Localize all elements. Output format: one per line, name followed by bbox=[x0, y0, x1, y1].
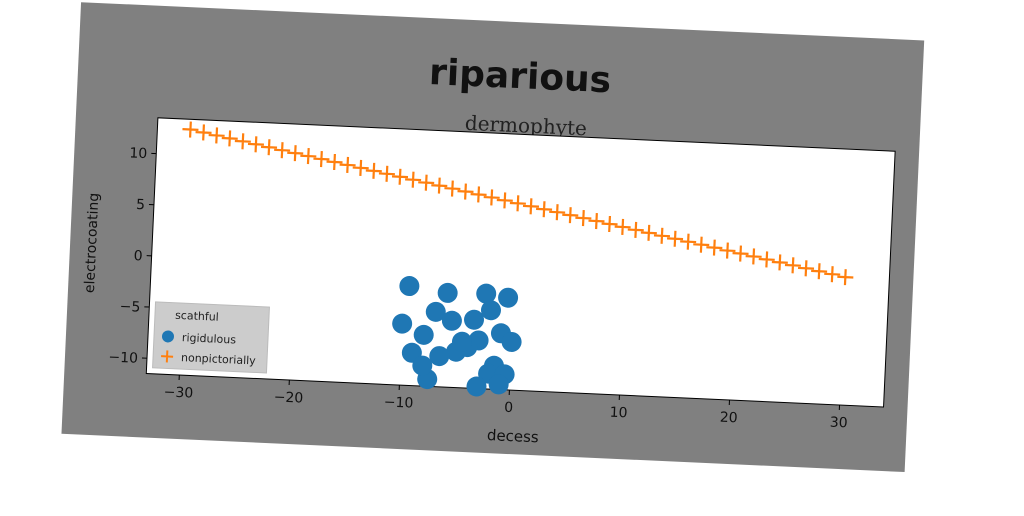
legend-title: scathful bbox=[175, 309, 219, 324]
legend: scathful rigidulous nonpictorially bbox=[153, 302, 270, 373]
y-tick-label: 10 bbox=[129, 145, 148, 162]
x-tick-label: −10 bbox=[383, 394, 413, 411]
x-axis-label: decess bbox=[487, 426, 540, 446]
x-tick-label: 30 bbox=[829, 415, 848, 432]
y-tick-label: 5 bbox=[136, 197, 146, 213]
x-tick-label: −20 bbox=[273, 389, 303, 406]
y-tick-label: 0 bbox=[133, 248, 143, 264]
x-tick-label: 0 bbox=[504, 400, 514, 416]
x-tick-label: 20 bbox=[719, 410, 738, 427]
y-tick-label: −5 bbox=[119, 299, 140, 316]
x-tick-label: −30 bbox=[163, 384, 193, 401]
legend-label-rigidulous: rigidulous bbox=[182, 331, 237, 346]
chart-title: riparious bbox=[428, 52, 612, 101]
x-tick-label: 10 bbox=[609, 405, 628, 422]
y-tick-label: −10 bbox=[108, 349, 138, 366]
